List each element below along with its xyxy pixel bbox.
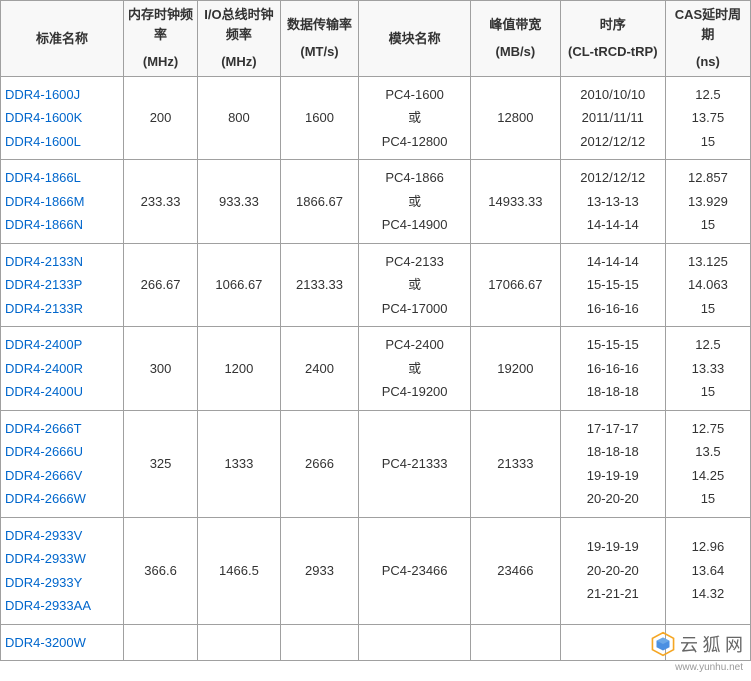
- table-cell: 2133.33: [280, 243, 358, 327]
- table-cell: [198, 624, 281, 661]
- header-label: 内存时钟频率: [127, 5, 194, 44]
- header-label: 时序: [564, 15, 662, 35]
- table-cell: 17066.67: [471, 243, 561, 327]
- table-header: 标准名称内存时钟频率 (MHz) I/O总线时钟频率 (MHz) 数据传输率 (MT/s)…: [1, 1, 751, 77]
- table-cell: [665, 624, 750, 661]
- table-cell: 1466.5: [198, 517, 281, 624]
- table-cell: 19200: [471, 327, 561, 411]
- table-cell: 21333: [471, 410, 561, 517]
- table-cell: 933.33: [198, 160, 281, 244]
- table-cell: PC4-2400或PC4-19200: [359, 327, 471, 411]
- header-label: 标准名称: [4, 29, 120, 49]
- column-header: 标准名称: [1, 1, 124, 77]
- table-row: DDR4-3200W: [1, 624, 751, 661]
- table-cell: [124, 624, 198, 661]
- table-cell: 366.6: [124, 517, 198, 624]
- header-label: 模块名称: [362, 29, 467, 49]
- table-cell: 14-14-1415-15-1516-16-16: [560, 243, 665, 327]
- header-unit: (MHz): [201, 52, 277, 72]
- table-cell: 15-15-1516-16-1618-18-18: [560, 327, 665, 411]
- table-cell: 12.85713.92915: [665, 160, 750, 244]
- table-cell: 325: [124, 410, 198, 517]
- table-cell: 12800: [471, 76, 561, 160]
- table-cell: 17-17-1718-18-1819-19-1920-20-20: [560, 410, 665, 517]
- header-unit: (MT/s): [284, 42, 355, 62]
- table-cell: DDR4-2133NDDR4-2133PDDR4-2133R: [1, 243, 124, 327]
- column-header: 峰值带宽 (MB/s): [471, 1, 561, 77]
- table-cell: 13.12514.06315: [665, 243, 750, 327]
- table-cell: DDR4-2400PDDR4-2400RDDR4-2400U: [1, 327, 124, 411]
- header-unit: (MHz): [127, 52, 194, 72]
- header-label: CAS延时周期: [669, 5, 747, 44]
- table-cell: 2010/10/102011/11/112012/12/12: [560, 76, 665, 160]
- table-cell: PC4-23466: [359, 517, 471, 624]
- table-cell: 12.513.3315: [665, 327, 750, 411]
- column-header: I/O总线时钟频率 (MHz): [198, 1, 281, 77]
- table-cell: 2666: [280, 410, 358, 517]
- header-label: I/O总线时钟频率: [201, 5, 277, 44]
- table-row: DDR4-2666TDDR4-2666UDDR4-2666VDDR4-2666W…: [1, 410, 751, 517]
- table-cell: 23466: [471, 517, 561, 624]
- table-body: DDR4-1600JDDR4-1600KDDR4-1600L2008001600…: [1, 76, 751, 661]
- table-cell: 300: [124, 327, 198, 411]
- header-unit: (ns): [669, 52, 747, 72]
- table-cell: 1866.67: [280, 160, 358, 244]
- table-cell: 200: [124, 76, 198, 160]
- table-cell: [280, 624, 358, 661]
- table-cell: 1600: [280, 76, 358, 160]
- table-cell: 2933: [280, 517, 358, 624]
- table-cell: PC4-1600或PC4-12800: [359, 76, 471, 160]
- ddr4-spec-table: 标准名称内存时钟频率 (MHz) I/O总线时钟频率 (MHz) 数据传输率 (MT/s)…: [0, 0, 751, 661]
- column-header: 数据传输率 (MT/s): [280, 1, 358, 77]
- watermark-url: www.yunhu.net: [675, 662, 743, 673]
- table-cell: 1066.67: [198, 243, 281, 327]
- table-row: DDR4-2933VDDR4-2933WDDR4-2933YDDR4-2933A…: [1, 517, 751, 624]
- header-unit: (MB/s): [474, 42, 557, 62]
- table-cell: DDR4-2666TDDR4-2666UDDR4-2666VDDR4-2666W: [1, 410, 124, 517]
- table-cell: 233.33: [124, 160, 198, 244]
- table-cell: PC4-21333: [359, 410, 471, 517]
- table-cell: 800: [198, 76, 281, 160]
- table-cell: [560, 624, 665, 661]
- table-cell: DDR4-3200W: [1, 624, 124, 661]
- column-header: 内存时钟频率 (MHz): [124, 1, 198, 77]
- table-cell: [471, 624, 561, 661]
- table-cell: PC4-2133或PC4-17000: [359, 243, 471, 327]
- table-cell: 12.9613.6414.32: [665, 517, 750, 624]
- table-row: DDR4-2133NDDR4-2133PDDR4-2133R266.671066…: [1, 243, 751, 327]
- table-cell: DDR4-1866LDDR4-1866MDDR4-1866N: [1, 160, 124, 244]
- table-cell: 266.67: [124, 243, 198, 327]
- table-cell: DDR4-2933VDDR4-2933WDDR4-2933YDDR4-2933A…: [1, 517, 124, 624]
- table-row: DDR4-2400PDDR4-2400RDDR4-2400U3001200240…: [1, 327, 751, 411]
- table-cell: [359, 624, 471, 661]
- column-header: CAS延时周期 (ns): [665, 1, 750, 77]
- table-cell: PC4-1866或PC4-14900: [359, 160, 471, 244]
- table-cell: 19-19-1920-20-2021-21-21: [560, 517, 665, 624]
- table-cell: 12.7513.514.2515: [665, 410, 750, 517]
- table-row: DDR4-1600JDDR4-1600KDDR4-1600L2008001600…: [1, 76, 751, 160]
- header-label: 数据传输率: [284, 15, 355, 35]
- column-header: 模块名称: [359, 1, 471, 77]
- table-cell: 12.513.7515: [665, 76, 750, 160]
- table-cell: DDR4-1600JDDR4-1600KDDR4-1600L: [1, 76, 124, 160]
- table-cell: 1200: [198, 327, 281, 411]
- table-row: DDR4-1866LDDR4-1866MDDR4-1866N233.33933.…: [1, 160, 751, 244]
- header-unit: (CL-tRCD-tRP): [564, 42, 662, 62]
- table-cell: 2012/12/1213-13-1314-14-14: [560, 160, 665, 244]
- header-label: 峰值带宽: [474, 15, 557, 35]
- table-cell: 2400: [280, 327, 358, 411]
- table-cell: 1333: [198, 410, 281, 517]
- column-header: 时序 (CL-tRCD-tRP): [560, 1, 665, 77]
- table-cell: 14933.33: [471, 160, 561, 244]
